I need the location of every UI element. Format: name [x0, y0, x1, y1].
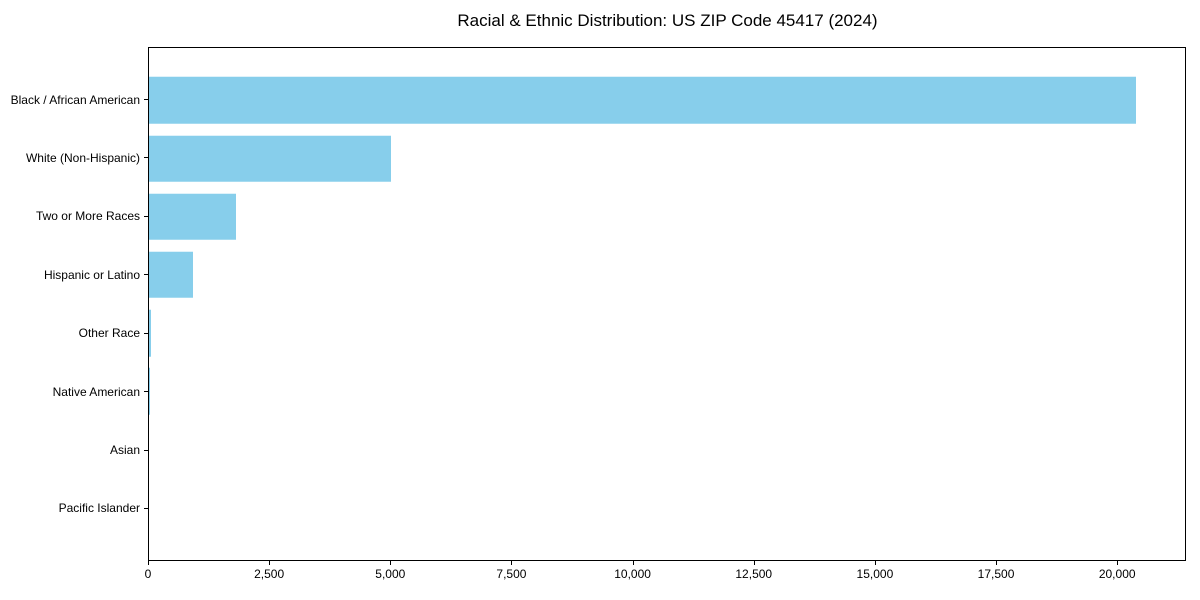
x-tick-label: 2,500	[254, 567, 285, 581]
y-axis-labels: Black / African American White (Non-Hispa…	[0, 47, 140, 561]
x-tick-mark	[996, 561, 998, 565]
y-tick-mark	[144, 274, 148, 276]
chart-title: Racial & Ethnic Distribution: US ZIP Cod…	[457, 11, 878, 30]
y-tick-mark	[144, 391, 148, 393]
y-tick-mark	[144, 449, 148, 451]
bar	[149, 193, 237, 240]
y-tick-label: Native American	[52, 384, 140, 399]
x-tick-label: 5,000	[375, 567, 406, 581]
x-tick-mark	[511, 561, 513, 565]
plot-area	[148, 47, 1186, 561]
x-tick-mark	[390, 561, 392, 565]
y-tick-label: Hispanic or Latino	[43, 267, 140, 282]
x-tick-label: 15,000	[856, 567, 894, 581]
x-tick-label: 10,000	[614, 567, 651, 581]
y-tick-label: White (Non-Hispanic)	[25, 150, 140, 165]
x-tick-label: 17,500	[977, 567, 1015, 581]
y-tick-label: Asian	[109, 443, 140, 458]
y-tick-mark	[144, 507, 148, 509]
x-tick-label: 0	[144, 567, 152, 581]
y-axis-ticks	[144, 47, 148, 561]
bar	[149, 77, 1136, 124]
y-tick-mark	[144, 332, 148, 334]
bar	[149, 309, 152, 357]
y-tick-mark	[144, 215, 148, 217]
x-tick-label: 12,500	[735, 567, 773, 581]
x-axis-tick-labels: 0 2,500 5,000 7,500 10,000 12,500 15,000 17,500…	[144, 567, 1186, 583]
y-tick-label: Other Race	[78, 326, 140, 341]
x-tick-mark	[874, 561, 876, 565]
x-tick-mark	[632, 561, 634, 565]
bar	[149, 135, 391, 182]
x-tick-mark	[269, 561, 271, 565]
bar	[149, 251, 193, 299]
x-tick-label: 20,000	[1098, 567, 1136, 581]
x-axis-ticks	[148, 561, 1186, 565]
y-tick-label: Two or More Races	[35, 209, 140, 224]
y-tick-mark	[144, 157, 148, 159]
bar	[149, 368, 150, 415]
x-tick-label: 7,500	[496, 567, 527, 581]
y-tick-label: Black / African American	[10, 92, 140, 107]
y-tick-label: Pacific Islander	[58, 501, 140, 516]
x-tick-mark	[1117, 561, 1119, 565]
x-tick-mark	[753, 561, 755, 565]
x-tick-mark	[148, 561, 149, 565]
y-tick-mark	[144, 99, 148, 101]
